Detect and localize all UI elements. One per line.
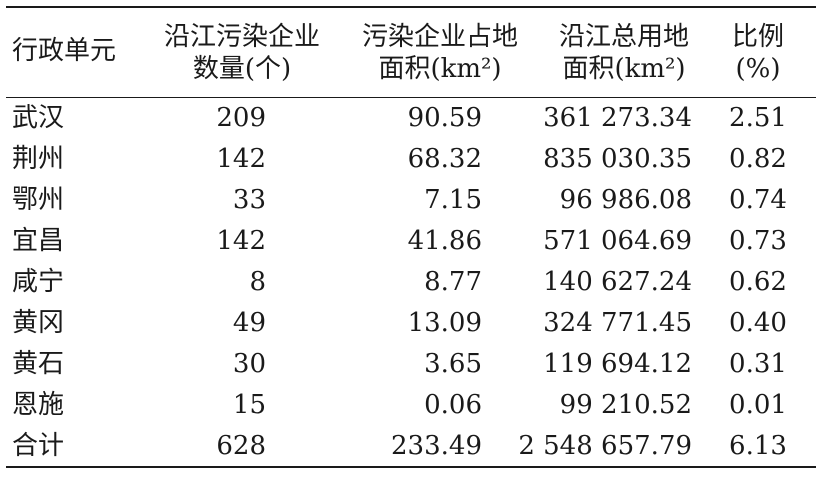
- header-rule: [6, 97, 816, 98]
- cell-region: 宜昌: [12, 226, 65, 256]
- cell-area: 90.59: [407, 103, 482, 133]
- header-ratio-line2: (%): [735, 54, 781, 84]
- cell-count: 15: [232, 390, 266, 420]
- header-area-line2: 面积(km²): [378, 54, 502, 84]
- table-row: 宜昌 142 41.86 571 064.69 0.73: [0, 221, 822, 262]
- cell-total: 835 030.35: [543, 144, 692, 174]
- cell-total: 96 986.08: [559, 185, 692, 215]
- cell-count: 142: [216, 226, 266, 256]
- cell-area: 41.86: [407, 226, 482, 256]
- cell-area: 233.49: [391, 431, 482, 461]
- cell-area: 13.09: [407, 308, 482, 338]
- table-total-row: 合计 628 233.49 2 548 657.79 6.13: [0, 426, 822, 467]
- cell-region: 武汉: [12, 103, 65, 133]
- table-row: 黄石 30 3.65 119 694.12 0.31: [0, 344, 822, 385]
- cell-count: 49: [232, 308, 266, 338]
- cell-area: 7.15: [424, 185, 482, 215]
- header-area-line1: 污染企业占地: [361, 22, 519, 52]
- table-row: 武汉 209 90.59 361 273.34 2.51: [0, 98, 822, 139]
- table-row: 咸宁 8 8.77 140 627.24 0.62: [0, 262, 822, 303]
- cell-area: 0.06: [424, 390, 482, 420]
- header-count-line1: 沿江污染企业: [163, 22, 321, 52]
- cell-count: 142: [216, 144, 266, 174]
- cell-area: 3.65: [424, 349, 482, 379]
- cell-total: 361 273.34: [543, 103, 692, 133]
- header-region: 行政单元: [12, 36, 117, 66]
- table-row: 恩施 15 0.06 99 210.52 0.01: [0, 385, 822, 426]
- cell-total: 140 627.24: [543, 267, 692, 297]
- cell-ratio: 0.74: [729, 185, 787, 215]
- cell-count: 33: [232, 185, 266, 215]
- table-row: 鄂州 33 7.15 96 986.08 0.74: [0, 180, 822, 221]
- cell-region: 黄石: [12, 349, 65, 379]
- cell-region: 咸宁: [12, 267, 65, 297]
- table-row: 荆州 142 68.32 835 030.35 0.82: [0, 139, 822, 180]
- bottom-rule: [6, 466, 816, 468]
- cell-total: 99 210.52: [559, 390, 692, 420]
- table-row: 黄冈 49 13.09 324 771.45 0.40: [0, 303, 822, 344]
- cell-ratio: 6.13: [729, 431, 787, 461]
- cell-region: 鄂州: [12, 185, 65, 215]
- cell-region: 荆州: [12, 144, 65, 174]
- header-count-line2: 数量(个): [192, 54, 292, 84]
- header-ratio-line1: 比例: [731, 22, 785, 52]
- cell-ratio: 0.82: [729, 144, 787, 174]
- cell-area: 8.77: [424, 267, 482, 297]
- cell-count: 30: [232, 349, 266, 379]
- cell-region: 合计: [12, 431, 65, 461]
- cell-ratio: 2.51: [729, 103, 787, 133]
- top-rule: [6, 6, 816, 8]
- cell-ratio: 0.40: [729, 308, 787, 338]
- cell-ratio: 0.73: [729, 226, 787, 256]
- cell-total: 119 694.12: [543, 349, 692, 379]
- cell-total: 324 771.45: [543, 308, 692, 338]
- header-total-line1: 沿江总用地: [558, 22, 690, 52]
- cell-ratio: 0.31: [729, 349, 787, 379]
- cell-count: 209: [216, 103, 266, 133]
- header-total-line2: 面积(km²): [562, 54, 686, 84]
- cell-count: 628: [216, 431, 266, 461]
- cell-count: 8: [249, 267, 266, 297]
- cell-area: 68.32: [407, 144, 482, 174]
- cell-ratio: 0.01: [729, 390, 787, 420]
- cell-ratio: 0.62: [729, 267, 787, 297]
- cell-total: 571 064.69: [543, 226, 692, 256]
- cell-total: 2 548 657.79: [518, 431, 692, 461]
- cell-region: 恩施: [12, 390, 65, 420]
- cell-region: 黄冈: [12, 308, 65, 338]
